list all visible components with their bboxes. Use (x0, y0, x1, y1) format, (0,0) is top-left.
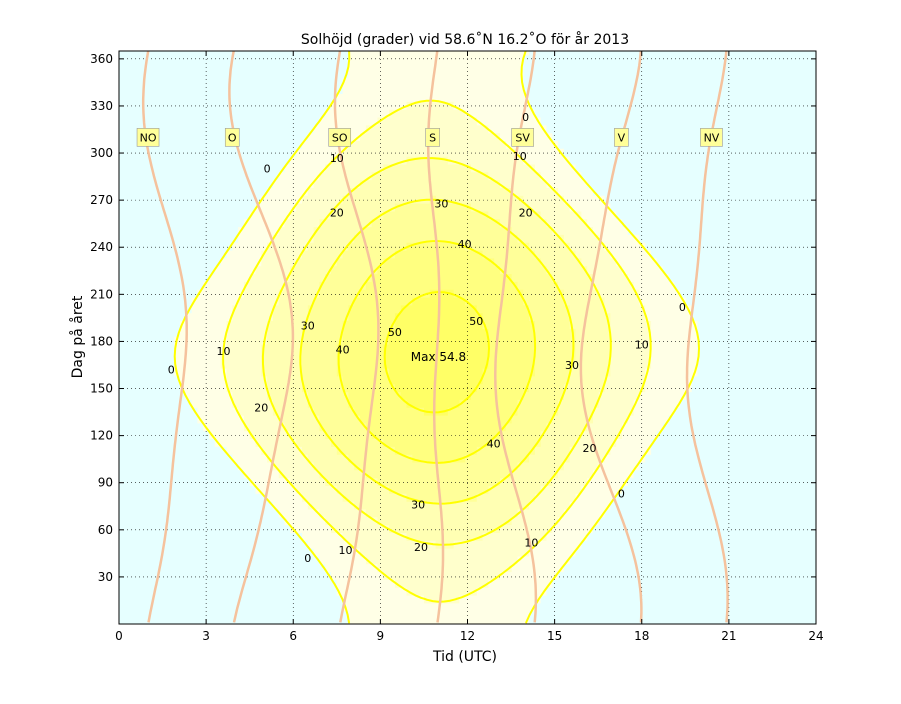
direction-label-v: V (618, 131, 626, 144)
y-tick-label: 330 (90, 99, 113, 113)
contour-label: 20 (330, 207, 344, 220)
x-tick-label: 3 (202, 629, 210, 643)
direction-label-box (614, 128, 629, 147)
x-tick-label: 9 (377, 629, 385, 643)
max-annotation: Max 54.8 (411, 350, 466, 364)
contour-label: 40 (487, 437, 501, 450)
direction-label-box (700, 128, 723, 147)
direction-label-box (224, 128, 240, 147)
contour-label: 10 (524, 536, 538, 549)
contour-label: 0 (618, 488, 625, 501)
y-tick-label: 270 (90, 193, 113, 207)
contour-label: 30 (411, 499, 425, 512)
contour-line-30 (299, 198, 575, 505)
y-tick-label: 120 (90, 429, 113, 443)
direction-label-box (425, 128, 440, 147)
y-tick-label: 210 (90, 287, 113, 301)
contour-label: 10 (217, 345, 231, 358)
contour-label: 10 (635, 339, 649, 352)
direction-label-box (136, 128, 160, 147)
contour-label: 20 (414, 541, 428, 554)
contour-line-20 (261, 157, 612, 546)
y-tick-label: 180 (90, 334, 113, 348)
elevation-band-40 (336, 242, 535, 463)
direction-label-nv: NV (704, 131, 720, 144)
contour-label: 30 (301, 320, 315, 333)
direction-label-box (511, 128, 534, 147)
x-tick-label: 0 (115, 629, 123, 643)
contour-line-0 (173, 51, 700, 624)
y-tick-label: 150 (90, 382, 113, 396)
contour-label: 50 (388, 326, 402, 339)
contour-label: 20 (582, 442, 596, 455)
y-tick-label: 30 (98, 570, 113, 584)
contour-label: 10 (330, 152, 344, 165)
contour-label: 40 (458, 238, 472, 251)
contour-label: 0 (304, 552, 311, 565)
contour-label: 40 (336, 343, 350, 356)
x-axis-title: Tid (UTC) (432, 649, 497, 665)
contour-label: 0 (264, 163, 271, 176)
contour-label: 30 (434, 197, 448, 210)
direction-label-box (328, 128, 352, 147)
x-tick-label: 12 (460, 629, 475, 643)
elevation-band-30 (302, 195, 576, 502)
contour-label: 0 (679, 301, 686, 314)
contour-label: 50 (469, 315, 483, 328)
contour-label: 0 (522, 111, 529, 124)
y-tick-label: 90 (98, 476, 113, 490)
y-axis-title: Dag på året (69, 295, 86, 378)
contour-label: 10 (513, 150, 527, 163)
direction-label-o: O (228, 131, 237, 144)
y-tick-label: 300 (90, 146, 113, 160)
x-tick-label: 15 (547, 629, 562, 643)
contour-line-40 (337, 240, 537, 464)
contour-label: 0 (168, 364, 175, 377)
direction-label-no: NO (140, 131, 157, 144)
x-tick-label: 24 (808, 629, 823, 643)
direction-label-so: SO (332, 131, 348, 144)
x-tick-label: 18 (634, 629, 649, 643)
contour-label: 10 (339, 544, 353, 557)
contour-label: 20 (519, 207, 533, 220)
y-tick-label: 360 (90, 52, 113, 66)
y-tick-label: 240 (90, 240, 113, 254)
x-tick-label: 6 (289, 629, 297, 643)
contour-label: 30 (565, 359, 579, 372)
chart-title: Solhöjd (grader) vid 58.6˚N 16.2˚O för å… (301, 31, 629, 48)
contour-line-50 (383, 291, 490, 414)
direction-label-s: S (429, 131, 436, 144)
contour-label: 20 (254, 401, 268, 414)
y-tick-label: 60 (98, 523, 113, 537)
direction-label-sv: SV (515, 131, 530, 144)
x-tick-label: 21 (721, 629, 736, 643)
